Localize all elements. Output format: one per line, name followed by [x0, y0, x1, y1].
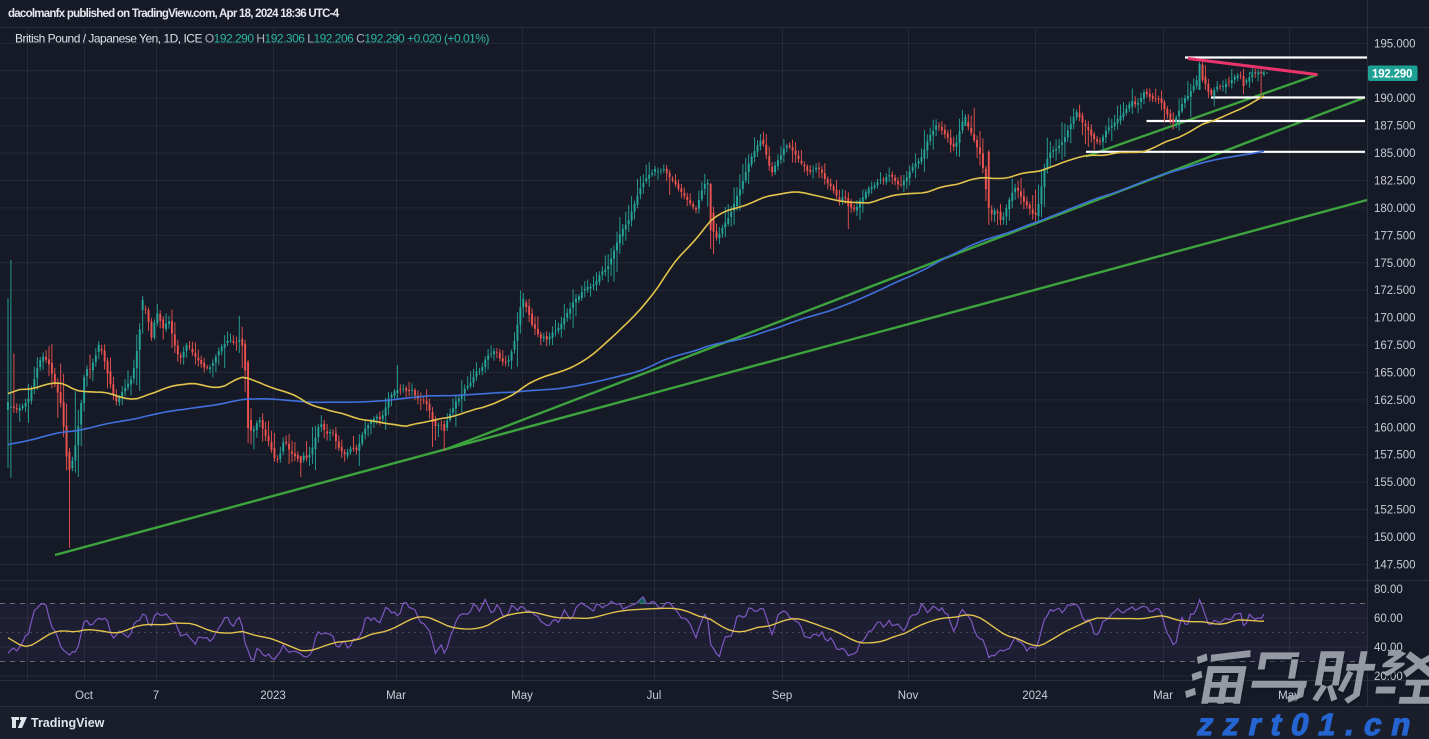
svg-text:Mar: Mar	[1153, 690, 1173, 702]
svg-text:60.00: 60.00	[1374, 613, 1403, 625]
svg-text:British Pound / Japanese Yen,: British Pound / Japanese Yen, 1D, ICE O1…	[15, 32, 489, 46]
svg-text:185.000: 185.000	[1374, 148, 1416, 160]
svg-text:TradingView: TradingView	[31, 716, 105, 730]
svg-text:Oct: Oct	[75, 690, 94, 702]
svg-text:zzrt01.cn: zzrt01.cn	[1195, 707, 1425, 739]
svg-text:dacolmanfx published on Tradin: dacolmanfx published on TradingView.com,…	[8, 8, 340, 20]
svg-text:192.290: 192.290	[1372, 69, 1412, 81]
svg-text:147.500: 147.500	[1374, 559, 1416, 571]
svg-text:177.500: 177.500	[1374, 230, 1416, 242]
svg-text:Mar: Mar	[386, 690, 406, 702]
svg-text:150.000: 150.000	[1374, 532, 1416, 544]
svg-text:157.500: 157.500	[1374, 450, 1416, 462]
svg-text:180.000: 180.000	[1374, 203, 1416, 215]
svg-text:167.500: 167.500	[1374, 340, 1416, 352]
svg-text:165.000: 165.000	[1374, 367, 1416, 379]
svg-text:2024: 2024	[1022, 690, 1048, 702]
svg-text:175.000: 175.000	[1374, 258, 1416, 270]
svg-text:152.500: 152.500	[1374, 505, 1416, 517]
svg-text:Jul: Jul	[647, 690, 662, 702]
svg-text:155.000: 155.000	[1374, 477, 1416, 489]
svg-text:2023: 2023	[260, 690, 286, 702]
svg-text:Nov: Nov	[898, 690, 919, 702]
svg-text:190.000: 190.000	[1374, 93, 1416, 105]
svg-text:80.00: 80.00	[1374, 584, 1403, 596]
svg-text:Sep: Sep	[772, 690, 792, 702]
svg-text:170.000: 170.000	[1374, 313, 1416, 325]
svg-text:182.500: 182.500	[1374, 176, 1416, 188]
svg-text:7: 7	[153, 690, 159, 702]
svg-text:195.000: 195.000	[1374, 38, 1416, 50]
svg-text:187.500: 187.500	[1374, 121, 1416, 133]
svg-text:162.500: 162.500	[1374, 395, 1416, 407]
svg-text:May: May	[511, 690, 533, 702]
svg-text:20.00: 20.00	[1374, 671, 1403, 683]
svg-text:172.500: 172.500	[1374, 285, 1416, 297]
svg-text:160.000: 160.000	[1374, 422, 1416, 434]
